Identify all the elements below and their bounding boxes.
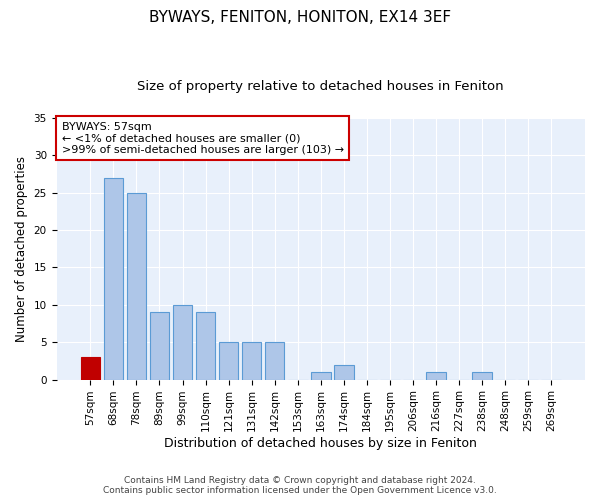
X-axis label: Distribution of detached houses by size in Feniton: Distribution of detached houses by size … bbox=[164, 437, 477, 450]
Bar bbox=[311, 372, 331, 380]
Bar bbox=[426, 372, 446, 380]
Bar bbox=[127, 192, 146, 380]
Bar bbox=[173, 305, 193, 380]
Bar bbox=[334, 364, 353, 380]
Bar bbox=[80, 357, 100, 380]
Text: BYWAYS, FENITON, HONITON, EX14 3EF: BYWAYS, FENITON, HONITON, EX14 3EF bbox=[149, 10, 451, 25]
Text: Contains HM Land Registry data © Crown copyright and database right 2024.
Contai: Contains HM Land Registry data © Crown c… bbox=[103, 476, 497, 495]
Text: BYWAYS: 57sqm
← <1% of detached houses are smaller (0)
>99% of semi-detached hou: BYWAYS: 57sqm ← <1% of detached houses a… bbox=[62, 122, 344, 155]
Bar bbox=[242, 342, 262, 380]
Bar bbox=[149, 312, 169, 380]
Bar bbox=[219, 342, 238, 380]
Title: Size of property relative to detached houses in Feniton: Size of property relative to detached ho… bbox=[137, 80, 504, 93]
Y-axis label: Number of detached properties: Number of detached properties bbox=[15, 156, 28, 342]
Bar bbox=[472, 372, 492, 380]
Bar bbox=[196, 312, 215, 380]
Bar bbox=[265, 342, 284, 380]
Bar bbox=[104, 178, 123, 380]
